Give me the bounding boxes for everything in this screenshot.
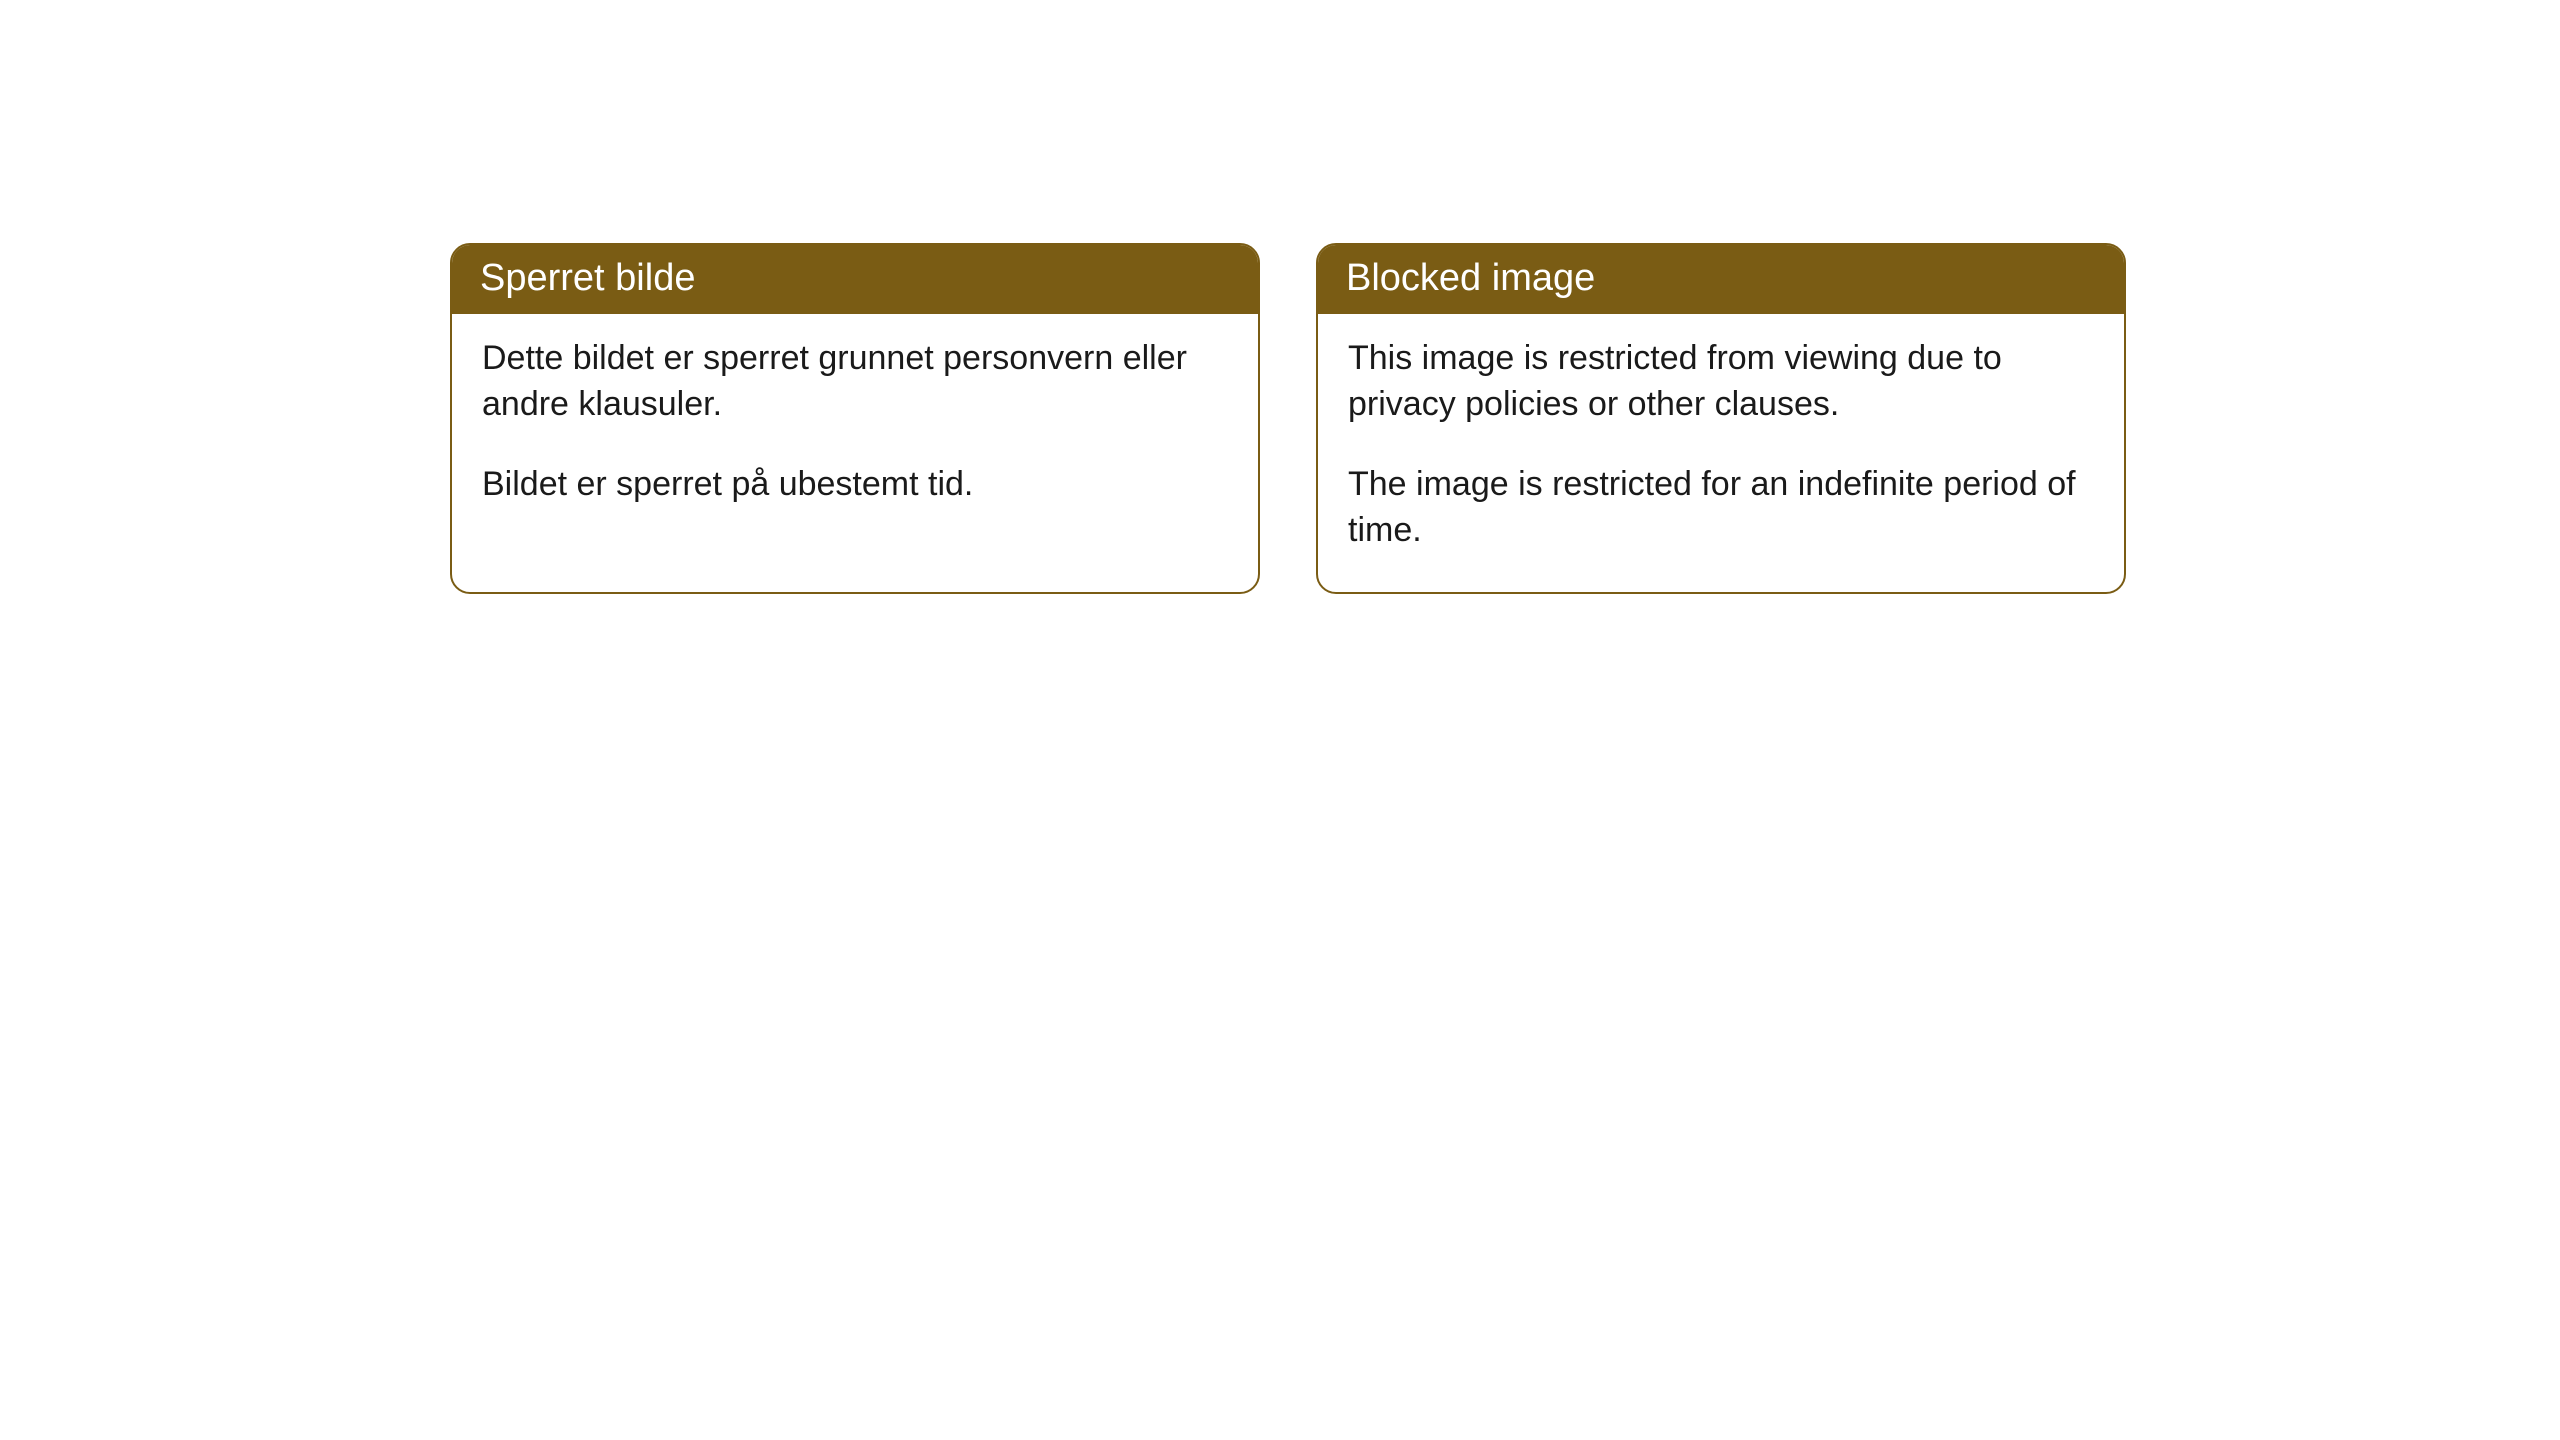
card-title: Blocked image [1346,257,1595,299]
card-paragraph: This image is restricted from viewing du… [1348,336,2094,428]
card-paragraph: Dette bildet er sperret grunnet personve… [482,336,1228,428]
notice-card-english: Blocked image This image is restricted f… [1316,243,2126,594]
card-header-norwegian: Sperret bilde [452,245,1258,314]
card-title: Sperret bilde [480,257,695,299]
notice-cards-container: Sperret bilde Dette bildet er sperret gr… [450,243,2126,594]
notice-card-norwegian: Sperret bilde Dette bildet er sperret gr… [450,243,1260,594]
card-paragraph: The image is restricted for an indefinit… [1348,462,2094,554]
card-body-english: This image is restricted from viewing du… [1318,314,2124,592]
card-paragraph: Bildet er sperret på ubestemt tid. [482,462,1228,508]
card-body-norwegian: Dette bildet er sperret grunnet personve… [452,314,1258,546]
card-header-english: Blocked image [1318,245,2124,314]
